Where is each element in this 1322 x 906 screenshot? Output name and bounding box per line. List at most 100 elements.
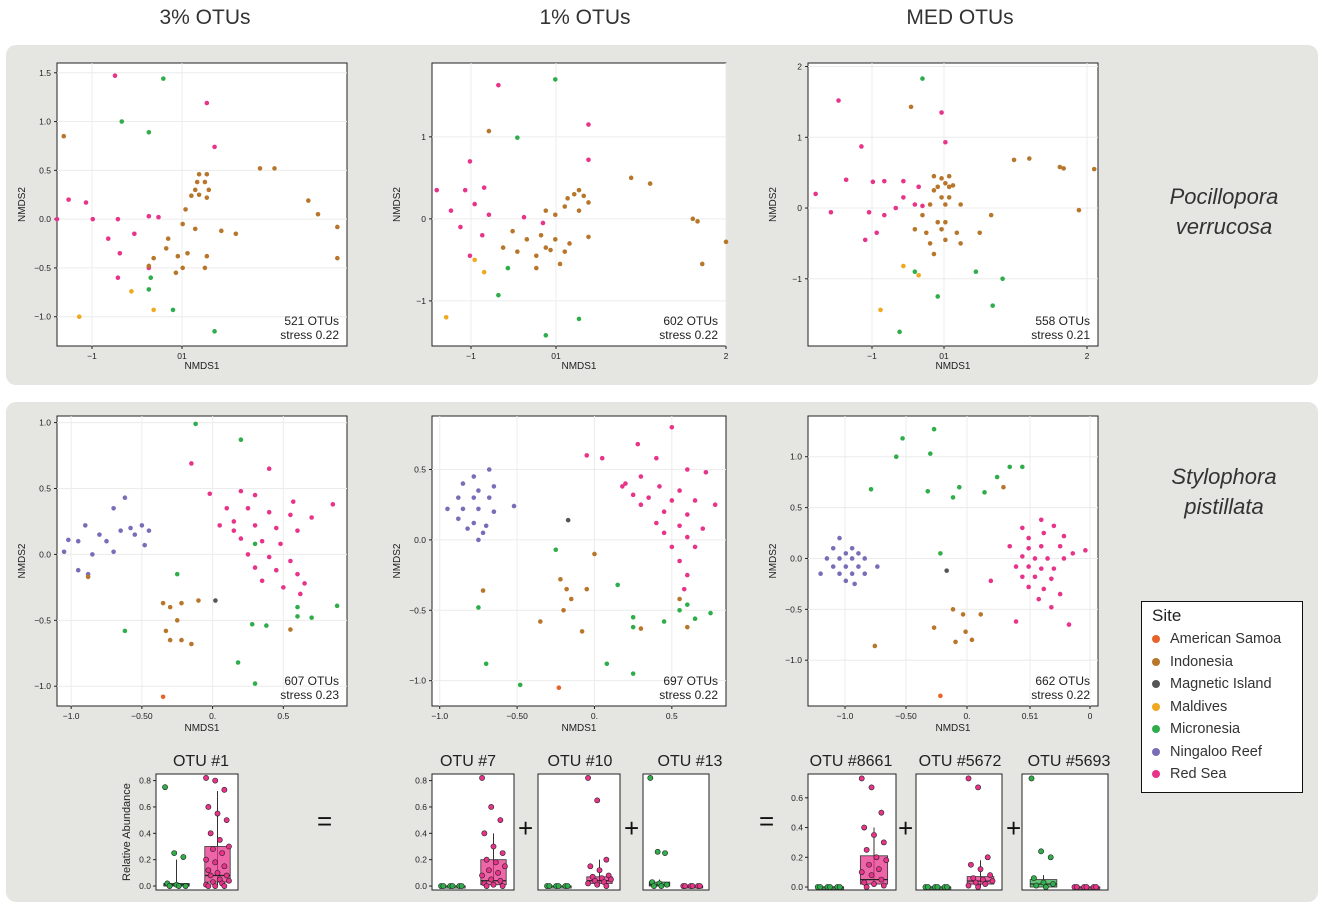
data-point (117, 250, 123, 256)
legend-label: Micronesia (1170, 721, 1241, 738)
boxplot-point (658, 883, 665, 889)
equals-sign: = (317, 806, 333, 836)
boxplot-point (878, 876, 885, 883)
data-point (692, 544, 698, 550)
x-tick-label: −1 (466, 351, 476, 361)
data-point (950, 183, 956, 188)
boxplot-point (483, 856, 490, 863)
data-point (957, 484, 962, 490)
data-point (916, 184, 921, 190)
boxplot-point (979, 876, 986, 883)
x-tick-label: −1.0 (63, 711, 80, 721)
data-point (548, 247, 553, 253)
data-point (859, 144, 864, 149)
boxplot-point (171, 850, 178, 856)
boxplot-point (968, 861, 974, 868)
data-point (943, 219, 948, 225)
data-point (552, 212, 558, 218)
data-point (458, 224, 463, 230)
data-point (76, 314, 82, 320)
data-point (916, 272, 921, 278)
species-name-line1: Stylophora (1171, 464, 1277, 489)
boxplot-point (219, 850, 225, 856)
data-point (982, 490, 987, 495)
y-tick-label: 0.6 (791, 793, 803, 803)
boxplot-point (880, 882, 887, 889)
data-point (1057, 164, 1063, 170)
boxplot-point (975, 884, 982, 890)
data-point (553, 547, 559, 553)
boxplot-point (175, 883, 182, 889)
data-point (543, 245, 549, 250)
data-point (179, 637, 184, 643)
data-point (843, 564, 849, 569)
y-tick-label: −0.5 (34, 615, 51, 625)
data-point (118, 528, 123, 533)
data-point (681, 586, 687, 592)
data-point (54, 216, 60, 222)
plot-area (431, 415, 727, 707)
y-tick-label: 0.0 (414, 535, 426, 545)
data-point (849, 571, 855, 577)
x-tick-label: 0.51 (1022, 711, 1039, 721)
data-point (510, 228, 515, 234)
data-point (1061, 166, 1066, 171)
data-point (882, 178, 887, 184)
data-point (173, 270, 179, 276)
boxplot-point (662, 850, 668, 856)
data-point (931, 426, 937, 432)
data-point (175, 253, 181, 259)
data-point (571, 191, 577, 197)
boxplot-point (858, 869, 865, 876)
data-point (576, 316, 582, 322)
data-point (1038, 517, 1044, 523)
data-point (568, 596, 574, 602)
legend-swatch (1152, 770, 1160, 779)
data-point (973, 269, 979, 275)
data-point (843, 551, 849, 556)
legend-label: Magnetic Island (1170, 676, 1272, 693)
data-point (953, 639, 958, 645)
data-point (472, 201, 477, 207)
data-point (496, 292, 501, 298)
data-point (66, 537, 71, 543)
data-point (958, 241, 963, 246)
data-point (646, 495, 651, 500)
x-tick-label: −1.0 (431, 711, 448, 721)
data-point (1026, 545, 1031, 551)
y-tick-label: −1 (416, 296, 426, 306)
data-point (476, 537, 481, 543)
species-name-line2: pistillata (1184, 494, 1264, 519)
data-point (1091, 166, 1097, 172)
data-point (534, 253, 539, 259)
data-point (843, 578, 849, 584)
data-point (295, 528, 300, 533)
y-tick-label: 0.0 (791, 882, 803, 892)
data-point (708, 610, 713, 616)
boxplot-point (497, 877, 504, 884)
data-point (266, 509, 272, 515)
data-point (202, 265, 208, 271)
boxplot-point (212, 883, 219, 889)
data-point (920, 76, 925, 81)
data-point (1013, 564, 1019, 569)
data-point (445, 506, 450, 512)
data-point (202, 179, 208, 185)
data-point (703, 470, 709, 475)
data-point (192, 226, 198, 232)
data-point (878, 307, 883, 313)
data-point (471, 520, 477, 526)
boxplot-point (479, 775, 485, 781)
otu-count-label: 558 OTUs (1035, 314, 1090, 328)
plus-sign: + (624, 813, 640, 843)
data-point (813, 191, 818, 197)
data-point (448, 208, 454, 213)
data-point (988, 212, 994, 218)
data-point (122, 495, 128, 501)
boxplot-point (603, 883, 610, 889)
boxplot-point (827, 884, 833, 890)
data-point (219, 228, 224, 234)
boxplot-point (975, 784, 982, 791)
data-point (288, 627, 293, 632)
y-tick-label: 0.2 (791, 852, 803, 862)
